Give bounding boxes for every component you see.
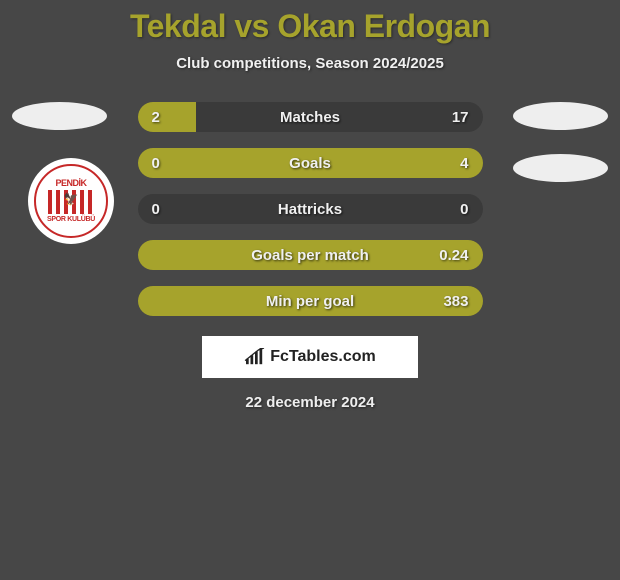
logo-bottom-text: SPOR KULÜBÜ bbox=[47, 216, 95, 223]
stat-bar: 04Goals bbox=[138, 148, 483, 178]
bar-label: Hattricks bbox=[138, 194, 483, 224]
logo-top-text: PENDİK bbox=[55, 179, 86, 188]
subtitle: Club competitions, Season 2024/2025 bbox=[0, 55, 620, 72]
logo-stripes: 🦅 bbox=[48, 190, 94, 214]
player-right-placeholder-2 bbox=[513, 154, 608, 182]
bar-label: Min per goal bbox=[138, 286, 483, 316]
bar-label: Matches bbox=[138, 102, 483, 132]
brand-text: FcTables.com bbox=[270, 348, 376, 366]
club-logo-inner: PENDİK 🦅 SPOR KULÜBÜ bbox=[34, 164, 108, 238]
chart-icon bbox=[244, 348, 266, 366]
bar-label: Goals bbox=[138, 148, 483, 178]
date-text: 22 december 2024 bbox=[0, 394, 620, 411]
stat-bar: 383Min per goal bbox=[138, 286, 483, 316]
player-right-placeholder-1 bbox=[513, 102, 608, 130]
stat-bar: 217Matches bbox=[138, 102, 483, 132]
stat-bar: 00Hattricks bbox=[138, 194, 483, 224]
comparison-area: PENDİK 🦅 SPOR KULÜBÜ 217Matches 04Goals 00… bbox=[0, 102, 620, 316]
club-logo: PENDİK 🦅 SPOR KULÜBÜ bbox=[28, 158, 114, 244]
stat-bar: 0.24Goals per match bbox=[138, 240, 483, 270]
brand-box: FcTables.com bbox=[202, 336, 418, 378]
player-left-placeholder-1 bbox=[12, 102, 107, 130]
stat-bars: 217Matches 04Goals 00Hattricks 0.24Goals pe… bbox=[138, 102, 483, 316]
eagle-icon: 🦅 bbox=[64, 192, 79, 206]
bar-label: Goals per match bbox=[138, 240, 483, 270]
page-title: Tekdal vs Okan Erdogan bbox=[0, 0, 620, 45]
